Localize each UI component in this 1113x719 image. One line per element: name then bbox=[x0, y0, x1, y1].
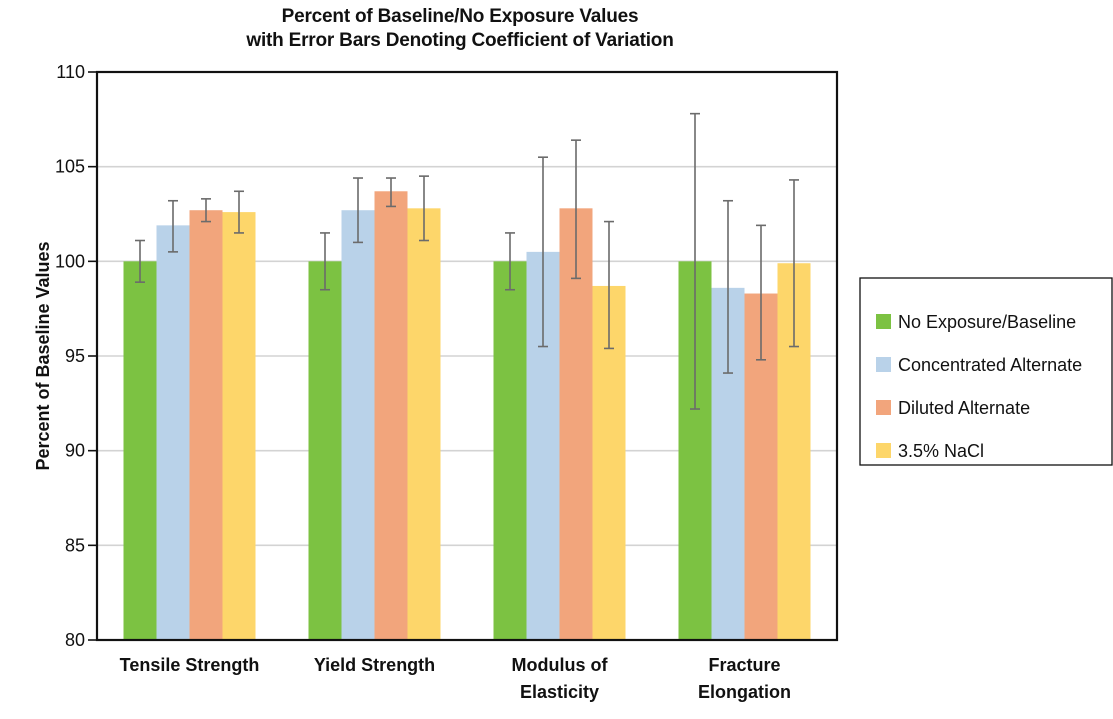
bar bbox=[123, 261, 157, 640]
bar bbox=[308, 261, 342, 640]
y-tick-label: 110 bbox=[56, 62, 85, 82]
error-bars bbox=[135, 112, 799, 410]
legend-swatch bbox=[876, 357, 891, 372]
x-category-label: Yield Strength bbox=[314, 655, 435, 675]
y-axis: 80 85 90 95 100 105 110 bbox=[55, 62, 97, 650]
legend-label: Diluted Alternate bbox=[898, 398, 1030, 418]
bar bbox=[156, 225, 190, 641]
x-category-label: Elasticity bbox=[520, 682, 599, 702]
y-tick-label: 85 bbox=[65, 535, 85, 555]
y-tick-label: 105 bbox=[55, 157, 85, 177]
bar bbox=[222, 212, 256, 640]
x-category-label: Elongation bbox=[698, 682, 791, 702]
y-tick-label: 90 bbox=[65, 441, 85, 461]
legend-label: Concentrated Alternate bbox=[898, 355, 1082, 375]
bar bbox=[559, 208, 593, 640]
x-category-label: Tensile Strength bbox=[120, 655, 260, 675]
legend-swatch bbox=[876, 443, 891, 458]
bar bbox=[341, 210, 375, 641]
chart-subtitle: with Error Bars Denoting Coefficient of … bbox=[246, 30, 674, 51]
x-axis-labels: Tensile Strength Yield Strength Modulus of… bbox=[120, 655, 791, 702]
bars bbox=[123, 191, 811, 641]
bar bbox=[374, 191, 408, 640]
y-axis-label: Percent of Baseline Values bbox=[33, 241, 53, 470]
bar bbox=[189, 210, 223, 641]
chart-title: Percent of Baseline/No Exposure Values bbox=[281, 6, 639, 27]
bar bbox=[407, 208, 441, 640]
x-category-label: Fracture bbox=[708, 655, 780, 675]
x-category-label: Modulus of bbox=[512, 655, 609, 675]
legend-swatch bbox=[876, 314, 891, 329]
bar bbox=[493, 261, 527, 640]
legend: No Exposure/Baseline Concentrated Alterna… bbox=[859, 277, 1113, 466]
y-tick-label: 100 bbox=[55, 251, 85, 271]
legend-label: No Exposure/Baseline bbox=[898, 312, 1076, 332]
legend-label: 3.5% NaCl bbox=[898, 441, 984, 461]
y-tick-label: 80 bbox=[65, 630, 85, 650]
legend-swatch bbox=[876, 400, 891, 415]
y-tick-label: 95 bbox=[65, 346, 85, 366]
